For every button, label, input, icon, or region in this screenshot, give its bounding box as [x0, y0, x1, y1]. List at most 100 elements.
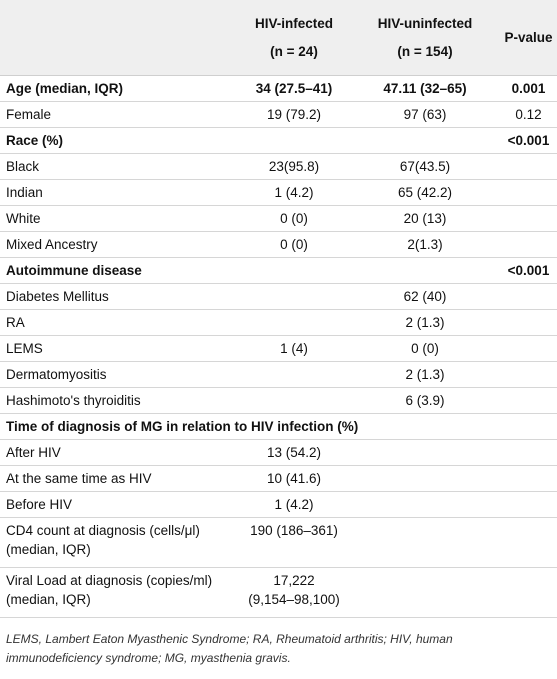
header-row: HIV-infected (n = 24) HIV-uninfected (n = 1…	[0, 0, 557, 76]
table-row: Mixed Ancestry 0 (0) 2(1.3)	[0, 231, 557, 258]
cell	[500, 567, 557, 618]
row-label: Viral Load at diagnosis (copies/ml) (medi…	[0, 567, 238, 618]
header-cell: HIV-uninfected (n = 154)	[350, 0, 500, 76]
table-row: Diabetes Mellitus 62 (40)	[0, 283, 557, 310]
column-title: HIV-uninfected	[377, 15, 473, 31]
cell: 34 (27.5–41)	[238, 75, 350, 102]
table-row: RA 2 (1.3)	[0, 309, 557, 336]
cell: 6 (3.9)	[350, 387, 500, 414]
row-label: At the same time as HIV	[0, 465, 238, 492]
cell: 2 (1.3)	[350, 309, 500, 336]
row-label: Autoimmune disease	[0, 257, 238, 284]
cell: 62 (40)	[350, 283, 500, 310]
row-label: Age (median, IQR)	[0, 75, 238, 102]
cell	[350, 127, 500, 154]
header-cell: HIV-infected (n = 24)	[238, 0, 350, 76]
cell-line: (median, IQR)	[6, 592, 91, 607]
row-label: Black	[0, 153, 238, 180]
cell	[500, 361, 557, 388]
cell	[350, 567, 500, 618]
cell: 10 (41.6)	[238, 465, 350, 492]
cell	[350, 439, 500, 466]
table-row: CD4 count at diagnosis (cells/μl) (median…	[0, 517, 557, 568]
table-row: Hashimoto's thyroiditis 6 (3.9)	[0, 387, 557, 414]
cell: 23(95.8)	[238, 153, 350, 180]
header-cell	[0, 0, 238, 76]
column-subtitle: (n = 24)	[270, 43, 318, 59]
table-row: Time of diagnosis of MG in relation to H…	[0, 413, 557, 440]
row-label: CD4 count at diagnosis (cells/μl) (median…	[0, 517, 238, 568]
cell-line: Viral Load at diagnosis (copies/ml)	[6, 573, 213, 588]
cell: 17,222 (9,154–98,100)	[238, 567, 350, 618]
cell: 0 (0)	[238, 231, 350, 258]
column-title: HIV-infected	[254, 15, 333, 31]
column-subtitle: (n = 154)	[397, 43, 453, 59]
cell	[500, 491, 557, 518]
table-row: Indian 1 (4.2) 65 (42.2)	[0, 179, 557, 206]
table-row: After HIV 13 (54.2)	[0, 439, 557, 466]
table-row: LEMS 1 (4) 0 (0)	[0, 335, 557, 362]
cell	[500, 517, 557, 568]
cell	[238, 387, 350, 414]
cell: 65 (42.2)	[350, 179, 500, 206]
cell	[238, 257, 350, 284]
row-label: Mixed Ancestry	[0, 231, 238, 258]
cell: 0 (0)	[238, 205, 350, 232]
cell	[350, 465, 500, 492]
table-row: Autoimmune disease <0.001	[0, 257, 557, 284]
row-label: White	[0, 205, 238, 232]
row-label: Female	[0, 101, 238, 128]
table-row: Race (%) <0.001	[0, 127, 557, 154]
cell	[350, 491, 500, 518]
cell: <0.001	[500, 127, 557, 154]
cell: 47.11 (32–65)	[350, 75, 500, 102]
cell	[500, 465, 557, 492]
row-label: Diabetes Mellitus	[0, 283, 238, 310]
table-row: Female 19 (79.2) 97 (63) 0.12	[0, 101, 557, 128]
cell: 1 (4.2)	[238, 179, 350, 206]
cell: 2 (1.3)	[350, 361, 500, 388]
table-header: HIV-infected (n = 24) HIV-uninfected (n = 1…	[0, 0, 557, 76]
cell: 0.001	[500, 75, 557, 102]
cell: 19 (79.2)	[238, 101, 350, 128]
cell-line: 17,222	[273, 573, 315, 588]
cell	[500, 309, 557, 336]
cell	[500, 153, 557, 180]
row-label: LEMS	[0, 335, 238, 362]
cell: 13 (54.2)	[238, 439, 350, 466]
row-label: Before HIV	[0, 491, 238, 518]
cell	[500, 283, 557, 310]
cell	[238, 283, 350, 310]
cell	[238, 309, 350, 336]
cell	[500, 205, 557, 232]
table-row: Dermatomyositis 2 (1.3)	[0, 361, 557, 388]
row-label: Hashimoto's thyroiditis	[0, 387, 238, 414]
cell	[238, 361, 350, 388]
cell-line: (median, IQR)	[6, 542, 91, 557]
row-label: Race (%)	[0, 127, 238, 154]
table-body: Age (median, IQR) 34 (27.5–41) 47.11 (32–6…	[0, 75, 557, 618]
cell	[500, 439, 557, 466]
header-cell: P-value	[500, 0, 557, 76]
cell: 1 (4.2)	[238, 491, 350, 518]
cell: 190 (186–361)	[238, 517, 350, 568]
cell: 0.12	[500, 101, 557, 128]
cell	[238, 127, 350, 154]
cell	[500, 179, 557, 206]
table-row: Before HIV 1 (4.2)	[0, 491, 557, 518]
data-table: HIV-infected (n = 24) HIV-uninfected (n = 1…	[0, 0, 557, 618]
cell: 2(1.3)	[350, 231, 500, 258]
cell: 1 (4)	[238, 335, 350, 362]
cell	[350, 517, 500, 568]
table-row: At the same time as HIV 10 (41.6)	[0, 465, 557, 492]
footnote: LEMS, Lambert Eaton Myasthenic Syndrome;…	[6, 632, 453, 665]
cell: 97 (63)	[350, 101, 500, 128]
row-label: Time of diagnosis of MG in relation to H…	[0, 413, 557, 440]
table-row: Viral Load at diagnosis (copies/ml) (medi…	[0, 567, 557, 618]
row-label: After HIV	[0, 439, 238, 466]
table-row: White 0 (0) 20 (13)	[0, 205, 557, 232]
column-title: P-value	[504, 29, 553, 45]
cell: 0 (0)	[350, 335, 500, 362]
cell: 20 (13)	[350, 205, 500, 232]
